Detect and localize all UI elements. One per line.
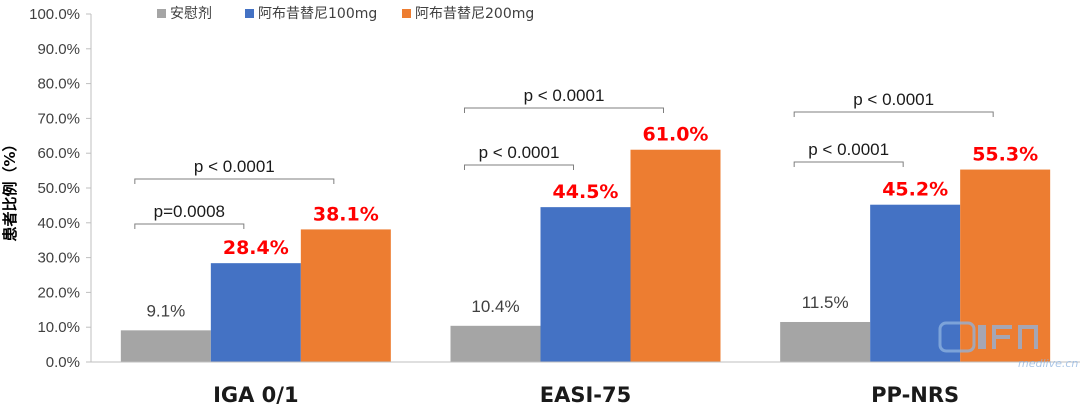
y-tick-label: 70.0% xyxy=(37,110,80,127)
bar xyxy=(780,321,871,362)
p-value-label: p < 0.0001 xyxy=(853,90,934,109)
legend-label: 阿布昔替尼200mg xyxy=(415,6,534,22)
y-tick-label: 40.0% xyxy=(37,215,80,232)
bar xyxy=(450,325,541,362)
significance-annotations: p=0.0008 p < 0.0001 p < 0.0001 p < 0.0001 p … xyxy=(134,86,994,229)
legend-label: 阿布昔替尼100mg xyxy=(258,6,377,22)
bar xyxy=(210,263,301,362)
data-label: 45.2% xyxy=(882,179,948,201)
significance-bracket xyxy=(464,107,664,113)
y-tick-label: 20.0% xyxy=(37,284,80,301)
bar xyxy=(630,149,721,362)
significance-bracket xyxy=(134,178,335,184)
x-category-label: EASI-75 xyxy=(540,383,631,407)
bar xyxy=(870,204,961,362)
y-tick-label: 50.0% xyxy=(37,180,80,197)
y-tick-label: 60.0% xyxy=(37,145,80,162)
y-axis: 0.0% 10.0% 20.0% 30.0% 40.0% 50.0% 60.0% 70.0% 8… xyxy=(29,6,92,371)
p-value-label: p=0.0008 xyxy=(154,202,225,221)
data-label: 38.1% xyxy=(313,203,379,225)
p-value-label: p < 0.0001 xyxy=(808,140,889,159)
significance-bracket xyxy=(134,223,245,229)
medlive-watermark: medlive.cn xyxy=(938,321,1078,370)
y-tick-label: 30.0% xyxy=(37,250,80,267)
data-label: 11.5% xyxy=(802,293,849,312)
watermark-logo-glyphs xyxy=(978,325,1038,349)
legend-swatch xyxy=(402,9,411,18)
y-tick-label: 90.0% xyxy=(37,41,80,58)
bar xyxy=(120,330,211,362)
legend-swatch xyxy=(245,9,254,18)
x-category-label: IGA 0/1 xyxy=(213,383,299,407)
significance-bracket xyxy=(793,111,994,117)
chart-legend: 安慰剂 阿布昔替尼100mg 阿布昔替尼200mg xyxy=(157,5,534,22)
legend-swatch xyxy=(157,9,166,18)
bar xyxy=(540,207,631,362)
y-axis-label: 患者比例（%） xyxy=(1,136,19,241)
y-tick-label: 100.0% xyxy=(29,6,80,23)
y-tick-label: 10.0% xyxy=(37,319,80,336)
bars-layer: 9.1% 10.4% 11.5% 28.4% 44.5% 45.2% 38.1% 61.0% 5… xyxy=(120,124,1051,362)
x-category-label: PP-NRS xyxy=(871,383,959,407)
p-value-label: p < 0.0001 xyxy=(479,143,560,162)
significance-bracket xyxy=(793,161,904,167)
data-label: 28.4% xyxy=(223,237,289,259)
watermark-logo-mark xyxy=(938,321,976,353)
p-value-label: p < 0.0001 xyxy=(194,157,275,176)
data-label: 55.3% xyxy=(972,144,1038,166)
data-label: 10.4% xyxy=(471,297,519,316)
y-tick-label: 0.0% xyxy=(46,354,80,371)
x-axis: IGA 0/1 EASI-75 PP-NRS xyxy=(91,361,1080,407)
legend-label: 安慰剂 xyxy=(170,5,212,22)
p-value-label: p < 0.0001 xyxy=(524,86,605,105)
data-label: 9.1% xyxy=(146,301,185,320)
bar xyxy=(300,229,391,362)
y-tick-label: 80.0% xyxy=(37,76,80,93)
significance-bracket xyxy=(464,164,574,170)
data-label: 44.5% xyxy=(553,181,619,203)
watermark-url: medlive.cn xyxy=(1018,357,1078,370)
data-label: 61.0% xyxy=(643,124,709,146)
